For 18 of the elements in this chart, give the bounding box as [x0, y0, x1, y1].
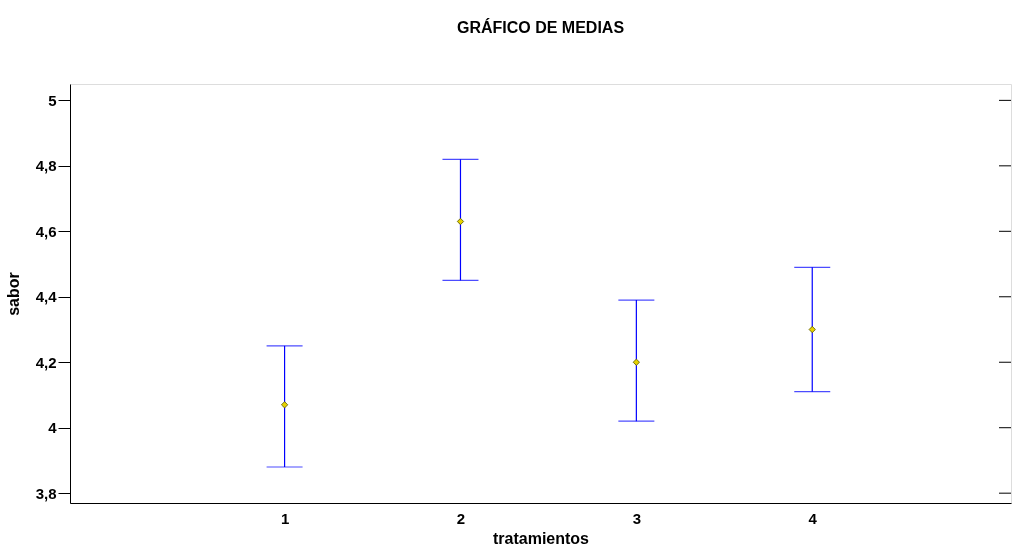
y-tick-label: 4,8 [35, 157, 57, 175]
y-tick-label: 5 [48, 91, 57, 109]
y-axis-title: sabor [4, 272, 22, 316]
y-tick-label: 4 [48, 419, 58, 437]
x-tick-label: 4 [808, 509, 818, 527]
point [808, 325, 816, 334]
chart-title: GRÁFICO DE MEDIAS [456, 18, 625, 36]
x-tick-label: 2 [456, 509, 466, 527]
point [456, 217, 465, 226]
y-tick-label: 3,8 [35, 484, 57, 502]
y-tick-label: 4,4 [35, 288, 58, 306]
x-tick-label: 1 [280, 509, 290, 527]
y-tick-label: 4,6 [35, 222, 57, 240]
x-axis-title: tratamientos [492, 529, 590, 547]
y-tick-label: 4,2 [35, 353, 57, 371]
x-tick-label: 3 [632, 509, 642, 527]
point [632, 358, 640, 366]
point [281, 401, 289, 409]
